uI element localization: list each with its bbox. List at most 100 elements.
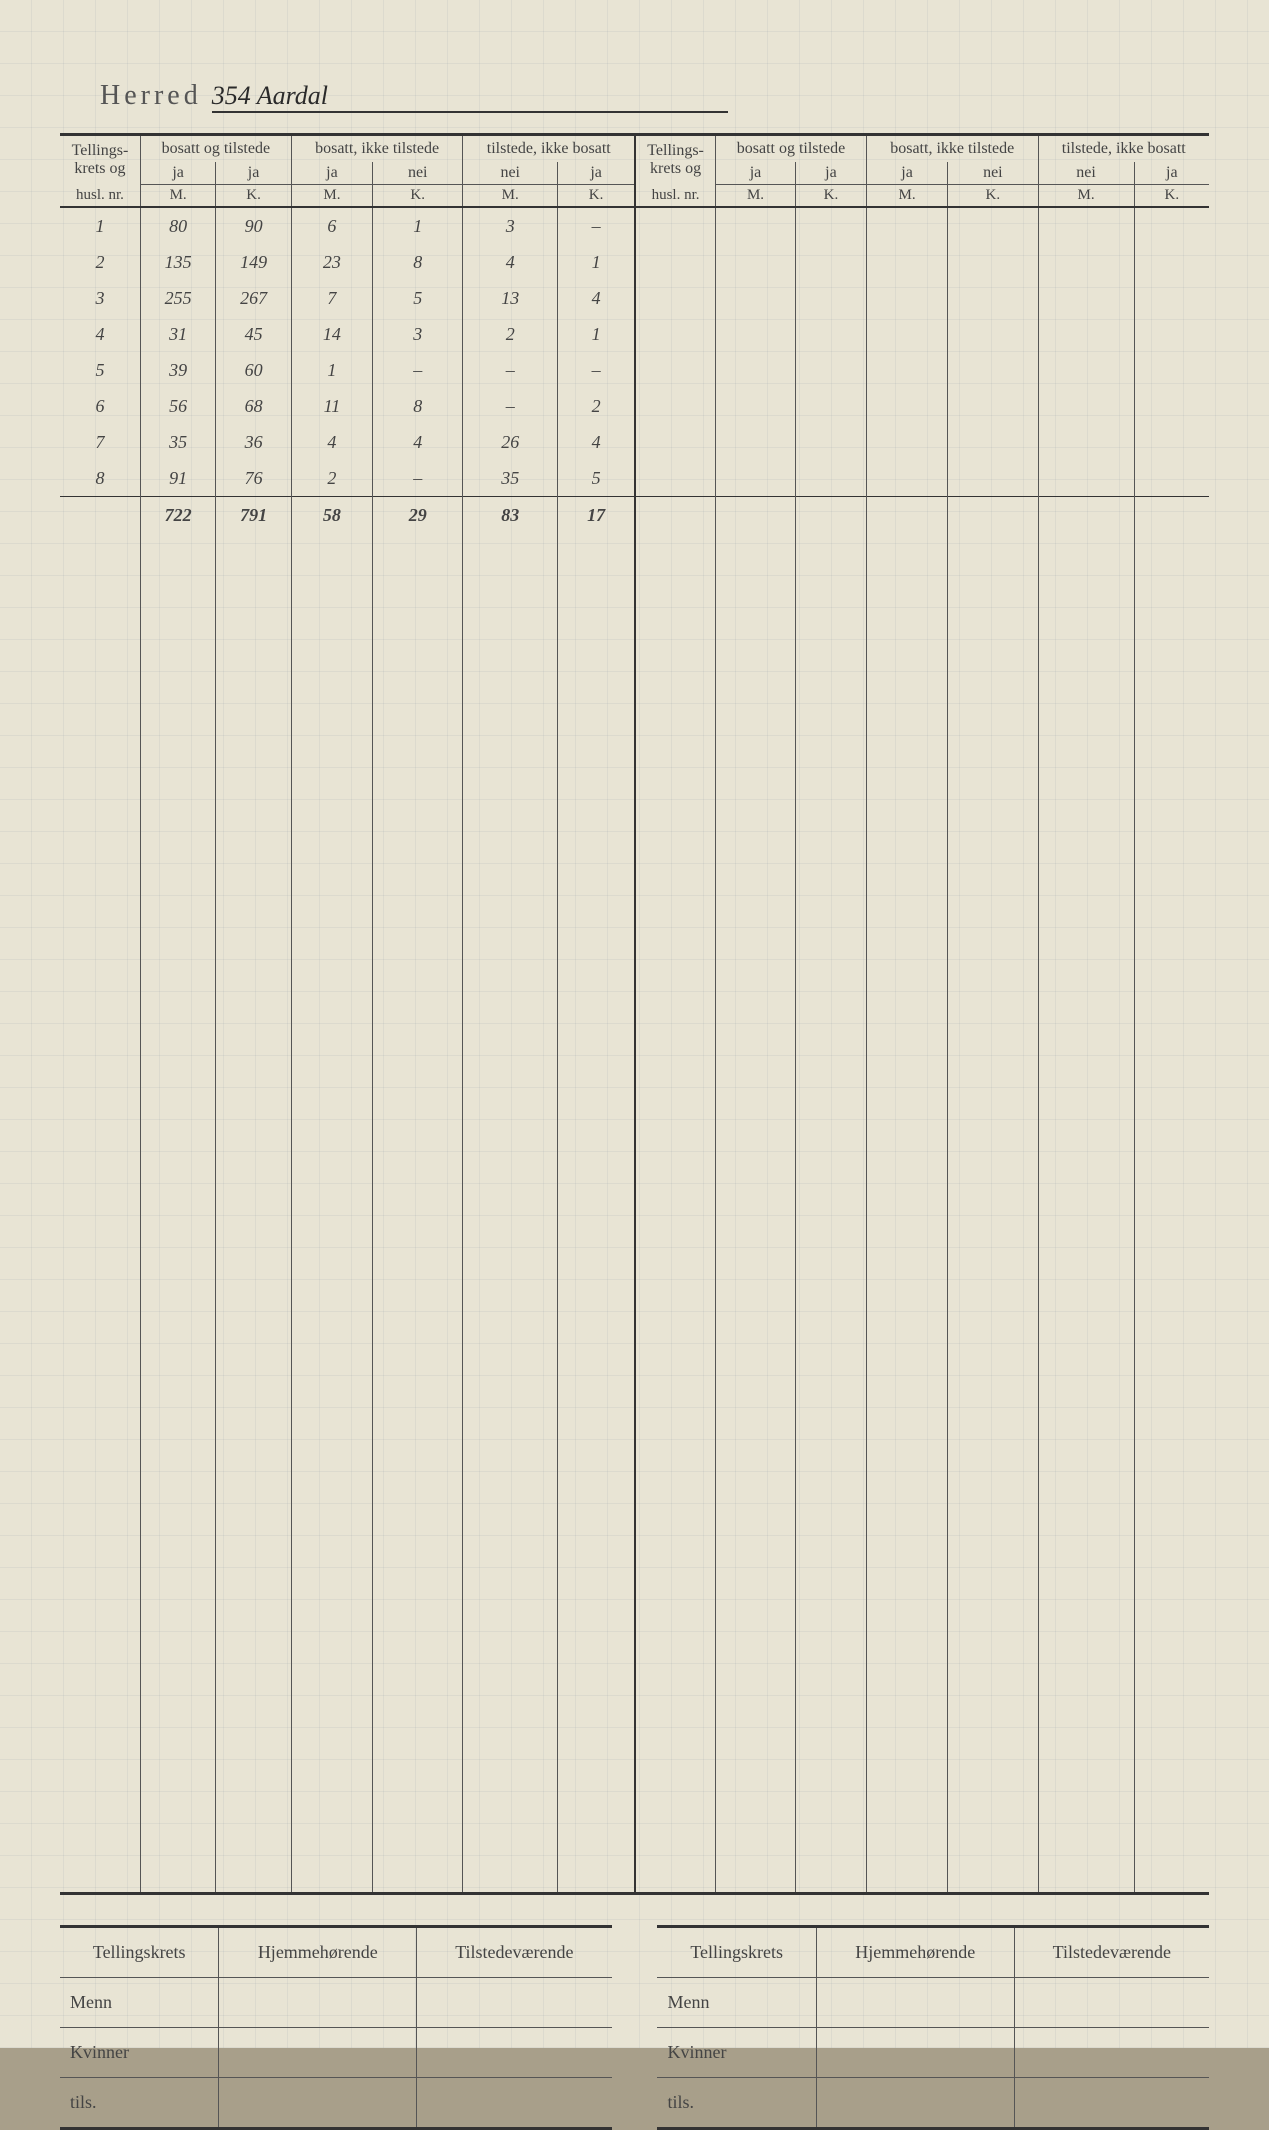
mk-2k: K. (373, 185, 463, 208)
sum-cell (1014, 2027, 1209, 2077)
cell: 76 (216, 460, 291, 497)
empty-body-area (60, 533, 1209, 1893)
row-num: 5 (60, 352, 140, 388)
cell: 13 (463, 280, 558, 316)
mk-6m: M. (1038, 185, 1134, 208)
sum-tilsr: tils. (657, 2077, 816, 2128)
cell: 149 (216, 244, 291, 280)
cell: – (558, 352, 636, 388)
sum-h3r: Tilstedeværende (1014, 1926, 1209, 1977)
cell: 39 (140, 352, 215, 388)
sub-1a: ja (140, 162, 215, 185)
main-census-table: Tellings-krets og bosatt og tilstede bos… (60, 133, 1209, 1895)
sum-h1r: Tellingskrets (657, 1926, 816, 1977)
cell: 2 (291, 460, 372, 497)
mk-5k: K. (948, 185, 1038, 208)
cell: 56 (140, 388, 215, 424)
col-group-1-title: bosatt og tilstede (140, 135, 291, 163)
sub-4b: ja (795, 162, 866, 185)
table-row: 7353644264 (60, 424, 1209, 460)
mk-6k: K. (1134, 185, 1209, 208)
sub-3b: ja (558, 162, 636, 185)
sub-1b: ja (216, 162, 291, 185)
cell: 4 (373, 424, 463, 460)
cell: 2 (463, 316, 558, 352)
sub-2b: nei (373, 162, 463, 185)
cell: 6 (291, 207, 372, 244)
summary-table-left: Tellingskrets Hjemmehørende Tilstedevære… (60, 1925, 612, 2130)
sum-kvinnerr: Kvinner (657, 2027, 816, 2077)
mk-2m: M. (291, 185, 372, 208)
table-row: 4314514321 (60, 316, 1209, 352)
summary-tables: Tellingskrets Hjemmehørende Tilstedevære… (60, 1925, 1209, 2130)
cell: 68 (216, 388, 291, 424)
sum-cell (417, 2077, 612, 2128)
cell: 255 (140, 280, 215, 316)
mk-4k: K. (795, 185, 866, 208)
cell: 36 (216, 424, 291, 460)
cell: 7 (291, 280, 372, 316)
col-label-left: Tellings-krets og (60, 135, 140, 185)
cell: 4 (291, 424, 372, 460)
sum-cell (1014, 1977, 1209, 2027)
cell: 35 (140, 424, 215, 460)
sum-h2: Hjemmehørende (219, 1926, 417, 1977)
cell: 91 (140, 460, 215, 497)
husl-right: husl. nr. (635, 185, 715, 208)
total-cell: 29 (373, 497, 463, 534)
col-group-2-title: bosatt, ikke tilstede (291, 135, 463, 163)
mk-3k: K. (558, 185, 636, 208)
herred-label: Herred (100, 80, 202, 112)
sum-h2r: Hjemmehørende (816, 1926, 1014, 1977)
sum-cell (219, 2027, 417, 2077)
cell: 1 (291, 352, 372, 388)
sub-5b: nei (948, 162, 1038, 185)
row-num: 8 (60, 460, 140, 497)
sum-kvinner: Kvinner (60, 2027, 219, 2077)
sum-mennr: Menn (657, 1977, 816, 2027)
row-num: 3 (60, 280, 140, 316)
sub-5a: ja (866, 162, 947, 185)
sum-cell (219, 2077, 417, 2128)
table-row: 18090613– (60, 207, 1209, 244)
row-num: 1 (60, 207, 140, 244)
husl-left: husl. nr. (60, 185, 140, 208)
totals-row: 72279158298317 (60, 497, 1209, 534)
table-row: 65668118–2 (60, 388, 1209, 424)
row-num: 6 (60, 388, 140, 424)
row-num: 7 (60, 424, 140, 460)
cell: 60 (216, 352, 291, 388)
table-row: 539601––– (60, 352, 1209, 388)
cell: 14 (291, 316, 372, 352)
total-cell: 17 (558, 497, 636, 534)
cell: 8 (373, 244, 463, 280)
row-num: 2 (60, 244, 140, 280)
sum-cell (816, 2077, 1014, 2128)
herred-value: 354 Aardal (212, 81, 728, 113)
sum-h1: Tellingskrets (60, 1926, 219, 1977)
sum-menn: Menn (60, 1977, 219, 2027)
total-cell: 83 (463, 497, 558, 534)
sub-6b: ja (1134, 162, 1209, 185)
cell: 8 (373, 388, 463, 424)
table-body: 18090613–2135149238413255267751344314514… (60, 207, 1209, 533)
cell: 26 (463, 424, 558, 460)
cell: 5 (558, 460, 636, 497)
cell: 35 (463, 460, 558, 497)
cell: 4 (558, 424, 636, 460)
col-label-right: Tellings-krets og (635, 135, 715, 185)
cell: 135 (140, 244, 215, 280)
cell: 4 (463, 244, 558, 280)
total-cell: 791 (216, 497, 291, 534)
mk-5m: M. (866, 185, 947, 208)
total-cell: 58 (291, 497, 372, 534)
cell: – (373, 460, 463, 497)
row-num: 4 (60, 316, 140, 352)
cell: 1 (558, 316, 636, 352)
cell: 1 (558, 244, 636, 280)
cell: – (373, 352, 463, 388)
mk-4m: M. (716, 185, 796, 208)
cell: 45 (216, 316, 291, 352)
table-row: 325526775134 (60, 280, 1209, 316)
col-group-4-title: bosatt og tilstede (716, 135, 867, 163)
